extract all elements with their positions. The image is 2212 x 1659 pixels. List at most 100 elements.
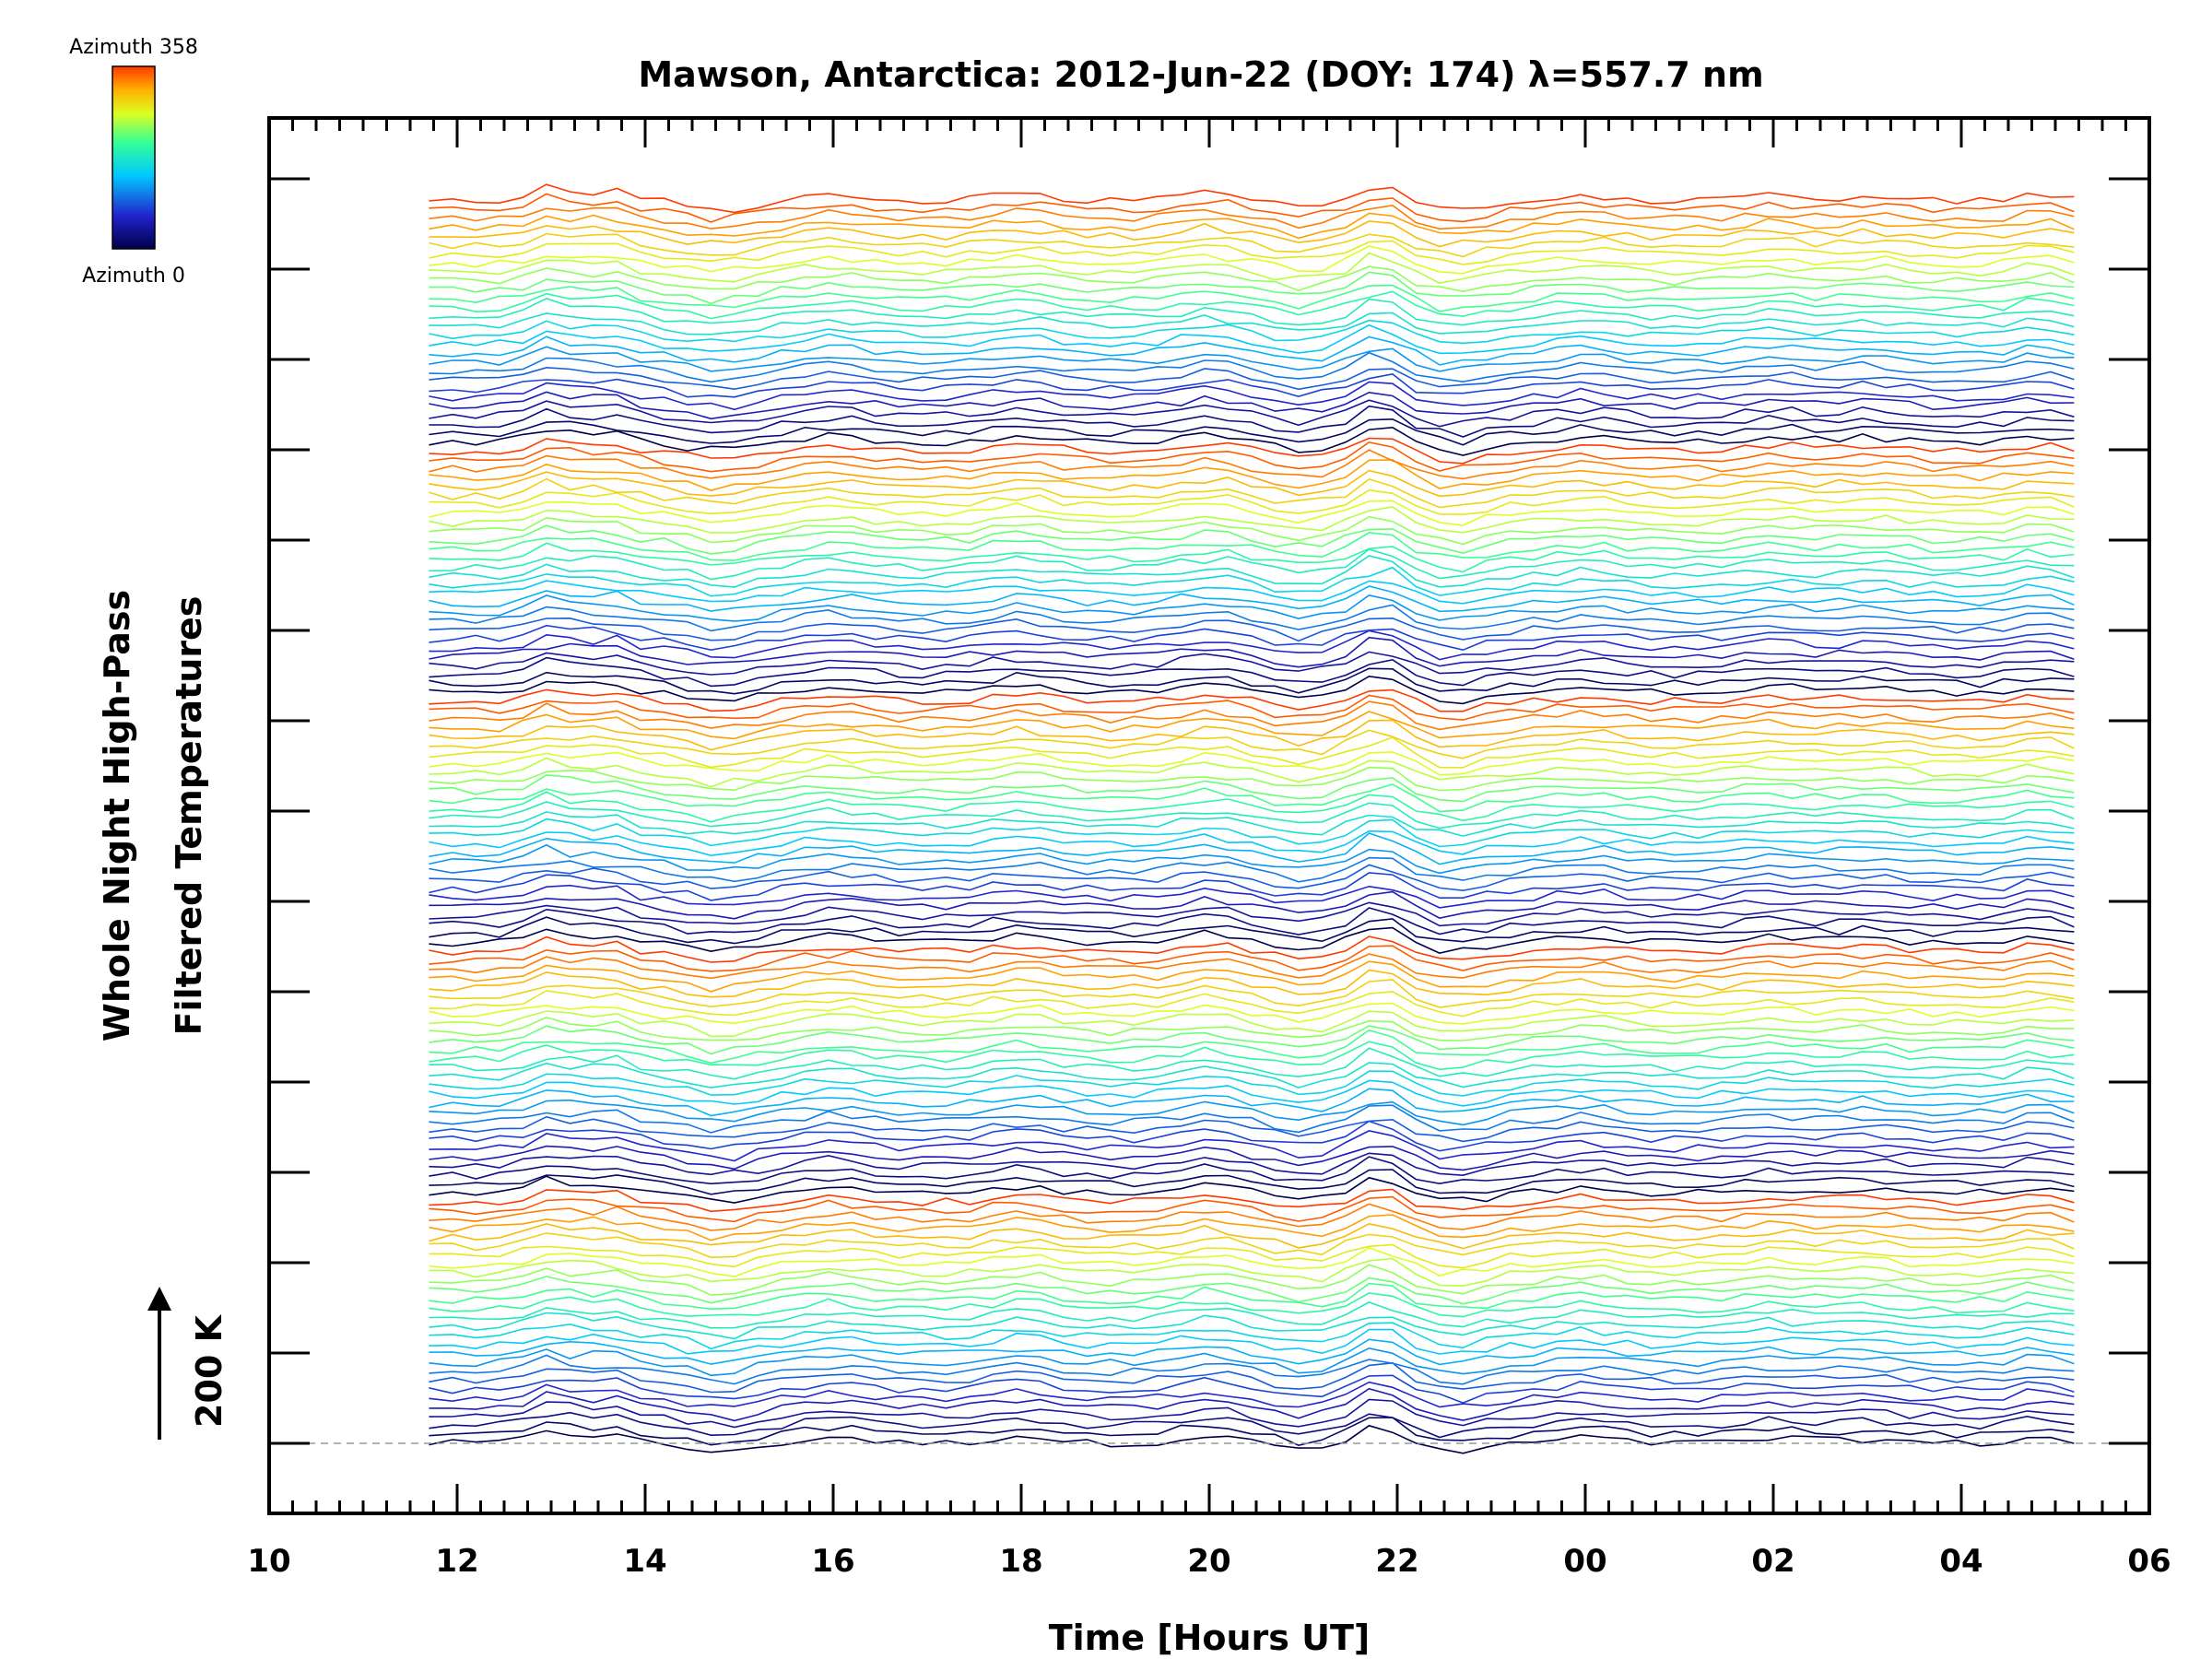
azimuth-trace — [429, 548, 2075, 581]
x-tick-label: 16 — [811, 1543, 854, 1580]
azimuth-trace — [429, 953, 2075, 980]
azimuth-trace — [429, 240, 2075, 265]
azimuth-trace — [429, 232, 2075, 258]
azimuth-trace — [429, 830, 2075, 857]
azimuth-trace — [429, 426, 2075, 456]
azimuth-trace — [429, 204, 2075, 230]
azimuth-trace — [429, 319, 2075, 345]
azimuth-trace — [429, 711, 2075, 740]
azimuth-trace — [429, 811, 2075, 837]
azimuth-trace — [429, 1088, 2075, 1117]
azimuth-trace — [429, 437, 2075, 465]
azimuth-trace — [429, 1070, 2075, 1097]
azimuth-trace — [429, 1257, 2075, 1288]
azimuth-trace — [429, 667, 2075, 695]
azimuth-trace — [429, 271, 2075, 305]
azimuth-trace — [429, 449, 2075, 480]
azimuth-trace — [429, 1025, 2075, 1055]
azimuth-trace — [429, 694, 2075, 721]
azimuth-trace — [429, 1361, 2075, 1394]
y-axis-label-line2: Filtered Temperatures — [169, 596, 209, 1036]
azimuth-trace — [429, 183, 2075, 214]
azimuth-trace — [429, 220, 2075, 248]
azimuth-trace — [429, 1424, 2075, 1454]
azimuth-trace — [429, 751, 2075, 776]
azimuth-trace — [429, 399, 2075, 428]
azimuth-trace — [429, 1099, 2075, 1126]
azimuth-trace — [429, 617, 2075, 642]
azimuth-trace — [429, 1328, 2075, 1355]
azimuth-trace — [429, 979, 2075, 1008]
traces — [429, 183, 2075, 1454]
x-tick-label: 02 — [1751, 1543, 1794, 1580]
azimuth-trace — [429, 843, 2075, 875]
x-tick-label: 04 — [1939, 1543, 1983, 1580]
azimuth-trace — [429, 884, 2075, 909]
azimuth-trace — [429, 960, 2075, 993]
azimuth-trace — [429, 335, 2075, 366]
scale-bar-label: 200 K — [189, 1313, 229, 1428]
azimuth-trace — [429, 515, 2075, 546]
scale-bar: 200 K — [147, 1287, 229, 1440]
azimuth-trace — [429, 935, 2075, 963]
x-tick-label: 00 — [1563, 1543, 1606, 1580]
azimuth-trace — [429, 1152, 2075, 1177]
azimuth-trace — [429, 969, 2075, 998]
azimuth-trace — [429, 252, 2075, 285]
azimuth-trace — [429, 555, 2075, 588]
colorbar-top-label: Azimuth 358 — [69, 36, 198, 59]
x-tick-label: 22 — [1375, 1543, 1418, 1580]
azimuth-trace — [429, 1047, 2075, 1080]
azimuth-trace — [429, 212, 2075, 240]
azimuth-trace — [429, 1041, 2075, 1071]
azimuth-trace — [429, 1010, 2075, 1038]
azimuth-trace — [429, 1079, 2075, 1107]
azimuth-trace — [429, 284, 2075, 312]
azimuth-trace — [429, 351, 2075, 383]
azimuth-trace — [429, 688, 2075, 712]
azimuth-trace — [429, 193, 2075, 223]
azimuth-trace — [429, 1222, 2075, 1250]
azimuth-trace — [429, 629, 2075, 661]
azimuth-trace — [429, 1214, 2075, 1241]
azimuth-trace — [429, 1145, 2075, 1171]
azimuth-trace — [429, 418, 2075, 446]
azimuth-trace — [429, 542, 2075, 573]
azimuth-trace — [429, 245, 2075, 275]
azimuth-trace — [429, 907, 2075, 935]
azimuth-trace — [429, 459, 2075, 491]
azimuth-trace — [429, 585, 2075, 613]
azimuth-trace — [429, 757, 2075, 788]
x-tick-labels: 10 12 14 16 18 20 22 00 02 04 06 — [247, 1543, 2171, 1580]
x-tick-label: 06 — [2127, 1543, 2171, 1580]
azimuth-trace — [429, 1130, 2075, 1162]
x-tick-label: 14 — [623, 1543, 666, 1580]
azimuth-trace — [429, 441, 2075, 473]
azimuth-trace — [429, 675, 2075, 705]
azimuth-trace — [429, 366, 2075, 391]
azimuth-trace — [429, 346, 2075, 372]
axis-ticks — [267, 118, 2151, 1513]
azimuth-trace — [429, 524, 2075, 555]
azimuth-trace — [429, 580, 2075, 605]
azimuth-trace — [429, 594, 2075, 622]
x-tick-label: 18 — [999, 1543, 1042, 1580]
y-axis-label-line1: Whole Night High-Pass — [97, 590, 137, 1041]
azimuth-trace — [429, 604, 2075, 632]
azimuth-trace — [429, 1104, 2075, 1134]
azimuth-trace — [429, 566, 2075, 597]
azimuth-trace — [429, 506, 2075, 534]
azimuth-trace — [429, 926, 2075, 954]
azimuth-trace — [429, 1062, 2075, 1088]
azimuth-trace — [429, 1354, 2075, 1385]
azimuth-trace — [429, 532, 2075, 561]
azimuth-trace — [429, 872, 2075, 901]
azimuth-trace — [429, 856, 2075, 883]
azimuth-trace — [429, 774, 2075, 803]
x-tick-label: 12 — [435, 1543, 478, 1580]
azimuth-trace — [429, 1381, 2075, 1408]
azimuth-trace — [429, 945, 2075, 972]
azimuth-trace — [429, 405, 2075, 438]
x-tick-label: 20 — [1187, 1543, 1230, 1580]
azimuth-trace — [429, 1232, 2075, 1259]
